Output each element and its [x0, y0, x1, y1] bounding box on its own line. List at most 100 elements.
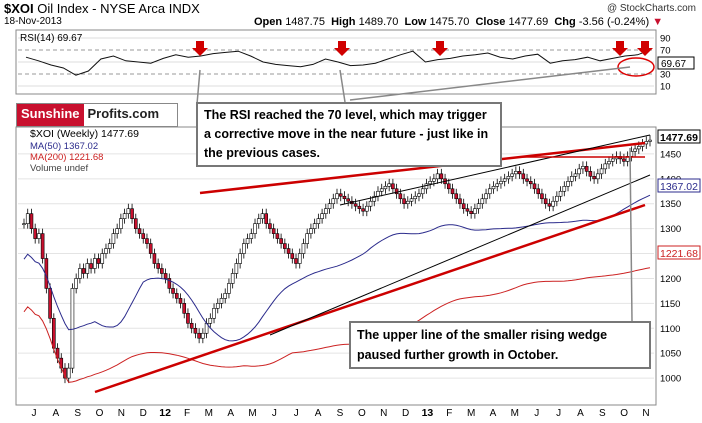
price-tick-label: 1100: [660, 324, 680, 335]
candle-body: [476, 203, 481, 210]
candle-body: [514, 171, 518, 175]
candle-body: [454, 193, 459, 200]
candle-body: [361, 208, 365, 212]
candle-body: [126, 208, 131, 214]
price-tick-label: 1050: [660, 349, 681, 360]
candle-body: [383, 185, 388, 190]
x-tick-label: 13: [422, 407, 434, 419]
price-tick-label: 1200: [660, 274, 681, 285]
candle-body: [633, 148, 637, 152]
ohlc-readout: Open 1487.75 High 1489.70 Low 1475.70 Cl…: [254, 16, 663, 28]
x-tick-label: A: [577, 408, 584, 419]
low-label: Low: [404, 16, 427, 28]
candle-body: [193, 327, 198, 334]
candle-body: [89, 263, 93, 269]
close-label: Close: [475, 16, 506, 28]
watermark: @ StockCharts.com: [606, 3, 696, 14]
candle-body: [469, 210, 473, 214]
candle-body: [592, 176, 596, 180]
candle-body: [525, 178, 529, 182]
candle-body: [528, 181, 533, 185]
wedge-callout: The upper line of the smaller rising wed…: [349, 321, 651, 369]
candle-body: [148, 243, 153, 254]
logo-part2: Profits.com: [87, 106, 160, 121]
candle-body: [96, 258, 101, 264]
candle-body: [70, 288, 75, 369]
candle-body: [435, 173, 440, 180]
candle-body: [346, 198, 350, 202]
candle-body: [573, 173, 578, 177]
candle-body: [156, 263, 160, 269]
candle-body: [297, 253, 302, 264]
candle-body: [473, 208, 477, 214]
candle-body: [294, 258, 298, 264]
candle-body: [227, 283, 231, 294]
x-tick-label: A: [227, 408, 234, 419]
candle-body: [301, 243, 306, 254]
x-tick-label: J: [294, 408, 299, 419]
x-tick-label: A: [315, 408, 322, 419]
candle-body: [111, 233, 116, 244]
candle-body: [566, 181, 570, 187]
candle-body: [37, 233, 41, 239]
candle-body: [189, 322, 194, 329]
x-tick-label: N: [118, 408, 125, 419]
candle-body: [495, 183, 500, 187]
candle-body: [532, 183, 537, 190]
candle-body: [178, 298, 183, 304]
candle-body: [365, 205, 369, 212]
candle-body: [335, 193, 339, 200]
candle-body: [324, 208, 328, 214]
candle-body: [637, 146, 641, 150]
candle-body: [122, 213, 127, 219]
x-tick-label: M: [511, 408, 519, 419]
rsi-title: RSI(14) 69.67: [20, 33, 83, 44]
candle-body: [249, 233, 254, 239]
candle-body: [242, 243, 246, 254]
price-label-close: 1477.69: [657, 129, 701, 144]
price-tick-label: 1000: [660, 374, 681, 385]
ma200-line: [23, 267, 651, 383]
candle-body: [29, 213, 34, 229]
candle-body: [115, 228, 119, 234]
high-label: High: [331, 16, 356, 28]
x-tick-label: S: [74, 408, 81, 419]
candle-body: [536, 188, 541, 195]
down-arrow-icon: [334, 41, 350, 56]
candle-body: [424, 183, 429, 190]
candle-body: [379, 188, 384, 192]
rsi-tick-label: 30: [660, 70, 671, 81]
rsi-arrows: [192, 41, 653, 56]
price-label-close-text: 1477.69: [660, 132, 698, 144]
candle-body: [316, 218, 321, 224]
x-tick-label: F: [446, 408, 452, 419]
x-tick-label: S: [337, 408, 344, 419]
x-tick-label: N: [642, 408, 649, 419]
chg-value: -3.56 (-0.24%): [578, 16, 650, 28]
candle-body: [487, 188, 492, 195]
candle-body: [22, 223, 26, 225]
candle-body: [405, 200, 410, 205]
x-tick-label: 12: [159, 407, 171, 419]
legend-volume: Volume undef: [30, 163, 88, 174]
rsi-tick-label: 90: [660, 34, 671, 45]
candle-body: [141, 233, 146, 239]
candle-body: [465, 208, 470, 212]
candle-body: [279, 238, 283, 244]
low-value: 1475.70: [429, 16, 470, 28]
candle-body: [387, 183, 391, 187]
candle-body: [275, 233, 280, 239]
candle-body: [253, 223, 257, 234]
symbol: $XOI: [4, 1, 34, 16]
chg-label: Chg: [554, 16, 576, 28]
x-tick-label: M: [205, 408, 213, 419]
candle-body: [420, 188, 425, 195]
candle-body: [33, 228, 37, 239]
candle-body: [521, 173, 526, 180]
candle-body: [338, 193, 343, 197]
candle-body: [223, 293, 228, 299]
candle-body: [551, 200, 555, 207]
candle-body: [104, 248, 108, 254]
x-tick-label: D: [140, 408, 147, 419]
price-tick-label: 1350: [660, 199, 681, 210]
